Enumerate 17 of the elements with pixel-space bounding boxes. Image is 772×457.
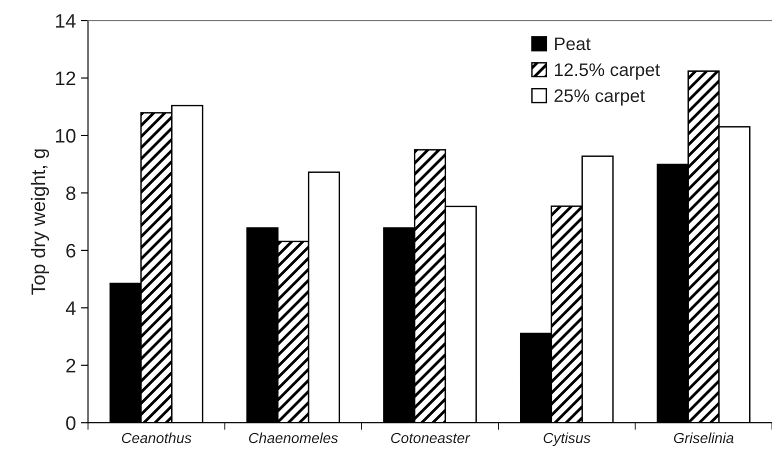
y-tick-label: 6 [66, 244, 76, 258]
x-tick-label: Cotoneaster [391, 432, 470, 444]
legend-label: 25% carpet [554, 89, 645, 106]
x-tick-label: Ceanothus [122, 432, 192, 444]
y-tick-label: 10 [56, 128, 76, 143]
y-tick-label: 12 [56, 71, 76, 86]
y-tick-label: 0 [66, 416, 76, 430]
legend-label: Peat [555, 38, 591, 50]
x-tick-label: Chaenomeles [249, 432, 338, 444]
x-tick-label: Cytisus [544, 432, 590, 446]
x-tick-label: Griselinia [674, 432, 734, 444]
y-tick-label: 4 [66, 301, 76, 315]
y-tick-label: 8 [66, 186, 76, 200]
y-tick-label: 2 [66, 358, 76, 372]
y-tick-label: 14 [56, 14, 76, 28]
legend-label: 12.5% carpet [554, 63, 660, 80]
y-axis-title: Top dry weight, g [30, 149, 50, 295]
